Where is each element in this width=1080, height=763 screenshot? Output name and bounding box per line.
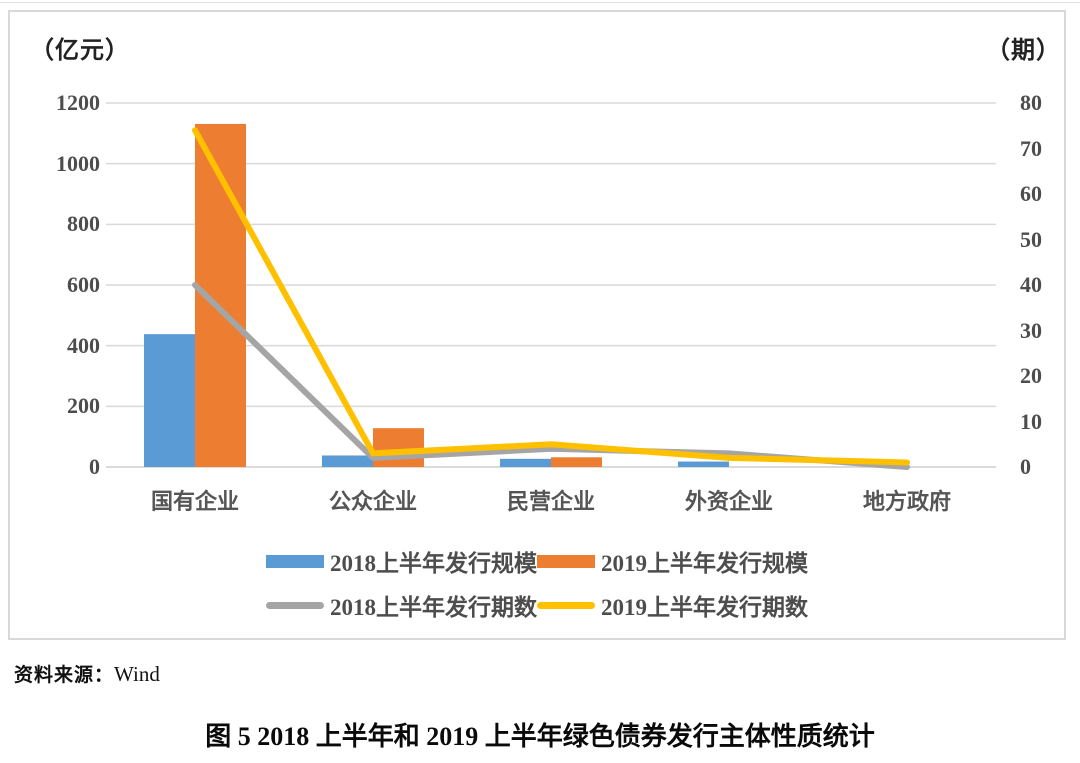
left-axis-tick-label: 400 bbox=[67, 332, 100, 358]
left-axis-tick-label: 0 bbox=[89, 454, 100, 479]
legend-label-2019-count: 2019上半年发行期数 bbox=[601, 595, 808, 620]
source-value: Wind bbox=[114, 662, 160, 686]
legend-row-bars: 2018上半年发行规模 2019上半年发行规模 bbox=[8, 546, 1066, 576]
bar-2018上半年发行规模 bbox=[144, 334, 195, 467]
legend-item-2018-count: 2018上半年发行期数 bbox=[266, 588, 537, 622]
left-axis-unit-label: （亿元） bbox=[30, 38, 130, 64]
source-line: 资料来源：Wind bbox=[14, 660, 160, 687]
x-axis-label: 地方政府 bbox=[862, 489, 951, 514]
left-axis-tick-label: 1200 bbox=[56, 90, 100, 115]
left-axis-tick-label: 200 bbox=[67, 393, 100, 419]
line-2019上半年发行期数 bbox=[192, 127, 910, 466]
bar-2019上半年发行规模 bbox=[373, 428, 424, 467]
right-axis-tick-label: 30 bbox=[1020, 317, 1042, 343]
legend-swatch-2019-count bbox=[537, 601, 595, 609]
right-axis-tick-label: 40 bbox=[1020, 272, 1042, 297]
left-axis-tick-label: 800 bbox=[67, 211, 100, 237]
line-2018上半年发行期数 bbox=[192, 282, 910, 470]
source-label: 资料来源： bbox=[14, 665, 115, 686]
right-axis-unit-label: （期） bbox=[986, 38, 1061, 64]
bar-2018上半年发行规模 bbox=[322, 455, 373, 467]
legend-label-2019-scale: 2019上半年发行规模 bbox=[601, 551, 808, 576]
x-axis-label: 国有企业 bbox=[150, 489, 239, 514]
right-axis-tick-label: 20 bbox=[1020, 363, 1042, 388]
chart-legend: 2018上半年发行规模 2019上半年发行规模 2018上半年发行期数 2019… bbox=[8, 546, 1066, 634]
legend-row-lines: 2018上半年发行期数 2019上半年发行期数 bbox=[8, 590, 1066, 620]
right-axis-tick-label: 70 bbox=[1020, 135, 1042, 161]
bar-2019上半年发行规模 bbox=[551, 457, 602, 467]
x-axis-label: 民营企业 bbox=[506, 489, 595, 514]
legend-swatch-2019-scale bbox=[537, 554, 595, 568]
legend-item-2019-scale: 2019上半年发行规模 bbox=[537, 544, 808, 578]
legend-swatch-2018-scale bbox=[266, 554, 324, 568]
plot-area bbox=[106, 102, 996, 470]
legend-label-2018-count: 2018上半年发行期数 bbox=[330, 595, 537, 620]
x-axis-label: 公众企业 bbox=[328, 489, 417, 514]
page-top-divider bbox=[0, 2, 1080, 3]
legend-item-2019-count: 2019上半年发行期数 bbox=[537, 588, 808, 622]
bar-2018上半年发行规模 bbox=[678, 461, 729, 467]
figure-caption: 图 5 2018 上半年和 2019 上半年绿色债券发行主体性质统计 bbox=[205, 722, 875, 751]
right-axis-tick-label: 80 bbox=[1020, 90, 1042, 115]
right-axis-tick-label: 10 bbox=[1020, 408, 1042, 434]
x-axis-label: 外资企业 bbox=[684, 489, 773, 514]
right-axis-tick-label: 0 bbox=[1020, 454, 1031, 479]
legend-item-2018-scale: 2018上半年发行规模 bbox=[266, 544, 537, 578]
bar-2018上半年发行规模 bbox=[500, 458, 551, 467]
right-axis-tick-label: 50 bbox=[1020, 226, 1042, 252]
legend-label-2018-scale: 2018上半年发行规模 bbox=[330, 551, 537, 576]
left-axis-tick-label: 600 bbox=[67, 272, 100, 297]
right-axis-tick-label: 60 bbox=[1020, 181, 1042, 206]
chart-frame bbox=[8, 10, 1066, 640]
left-axis-tick-label: 1000 bbox=[56, 150, 100, 176]
legend-swatch-2018-count bbox=[266, 601, 324, 609]
